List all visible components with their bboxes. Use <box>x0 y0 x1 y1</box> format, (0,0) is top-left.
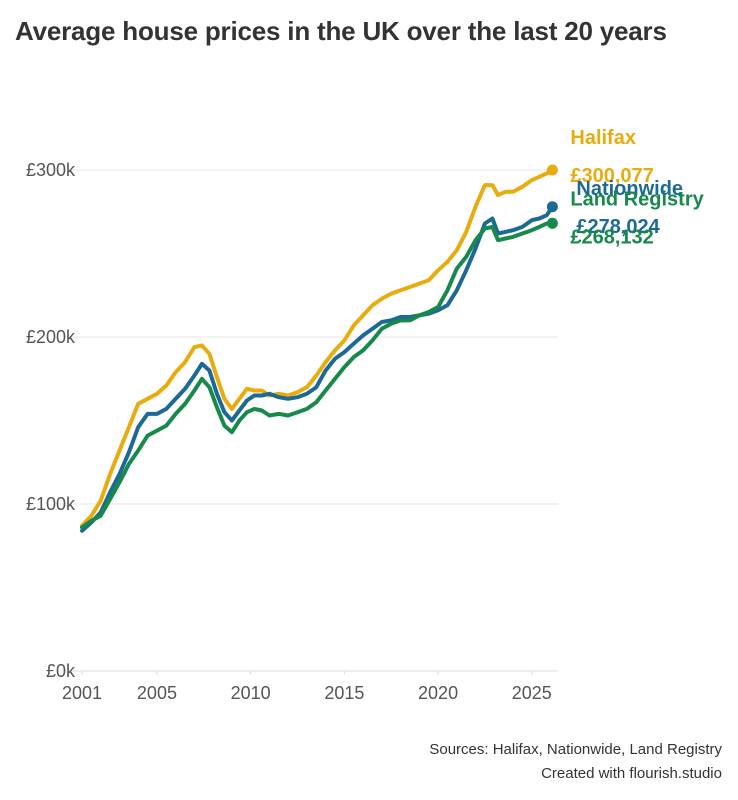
series-layer <box>80 164 558 533</box>
sources-note: Sources: Halifax, Nationwide, Land Regis… <box>429 741 722 758</box>
x-tick-label: 2010 <box>231 683 271 703</box>
series-line-nationwide <box>80 204 555 533</box>
x-tick-label: 2015 <box>324 683 364 703</box>
series-label-land-registry: Land Registry <box>570 188 704 210</box>
series-value-halifax: £300,077 <box>570 165 653 187</box>
series-end-marker-nationwide <box>546 201 558 213</box>
y-tick-label: £0k <box>46 661 76 681</box>
series-value-nationwide: £278,024 <box>576 216 660 238</box>
series-label-nationwide: Nationwide <box>576 178 683 200</box>
x-tick-label: 2025 <box>512 683 552 703</box>
credit-note: Created with flourish.studio <box>541 765 722 782</box>
x-tick-label: 2020 <box>418 683 458 703</box>
series-line-halifax <box>80 168 555 528</box>
series-end-marker-land-registry <box>546 217 558 229</box>
axis-layer: £0k £100k £200k £300k 2001 2005 2010 2015 2020 20… <box>26 160 552 703</box>
series-line-land-registry <box>80 221 555 530</box>
chart-title: Average house prices in the UK over the … <box>15 16 667 46</box>
series-end-marker-halifax <box>546 164 558 176</box>
y-tick-label: £200k <box>26 327 76 347</box>
x-tick-label: 2005 <box>137 683 177 703</box>
x-tick-label: 2001 <box>62 683 102 703</box>
series-label-halifax: Halifax <box>570 127 636 149</box>
chart-footer: Sources: Halifax, Nationwide, Land Regis… <box>429 738 722 786</box>
y-tick-label: £100k <box>26 494 76 514</box>
series-value-land-registry: £268,132 <box>570 226 653 248</box>
grid-layer <box>70 169 558 672</box>
y-tick-label: £300k <box>26 160 76 180</box>
